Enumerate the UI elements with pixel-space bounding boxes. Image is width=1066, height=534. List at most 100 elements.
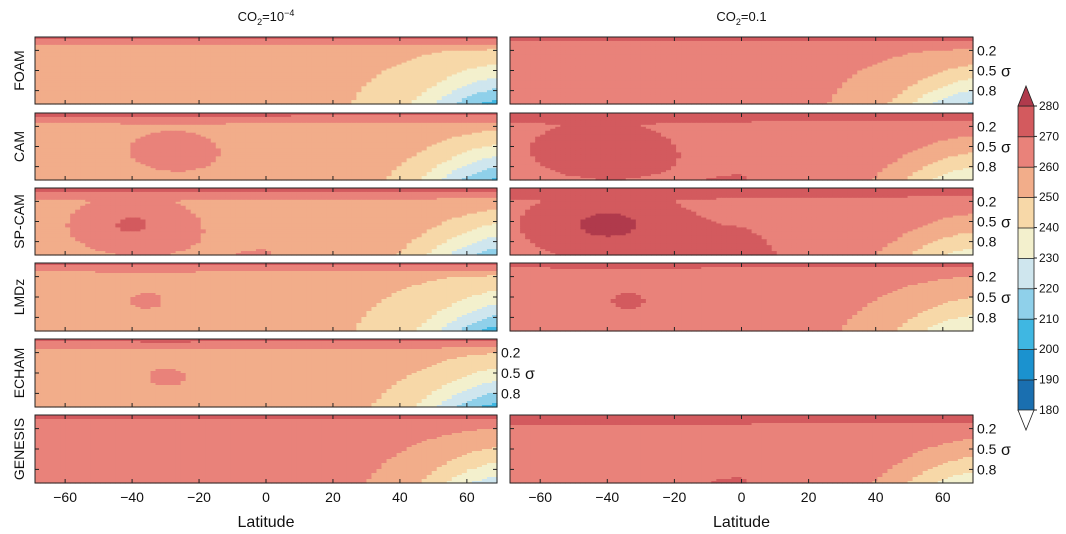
- contour-cell: [301, 68, 307, 72]
- contour-cell: [271, 56, 277, 60]
- contour-cell: [165, 80, 172, 83]
- contour-cell: [426, 76, 433, 79]
- contour-cell: [225, 58, 232, 62]
- contour-cell: [60, 40, 66, 44]
- contour-cell: [235, 54, 242, 58]
- contour-cell: [70, 58, 76, 62]
- contour-cell: [110, 64, 116, 68]
- contour-cell: [386, 46, 393, 50]
- contour-cell: [120, 68, 126, 72]
- contour-cell: [271, 80, 277, 83]
- contour-cell: [391, 40, 398, 44]
- contour-cell: [396, 68, 403, 72]
- contour-cell: [356, 74, 363, 78]
- contour-cell: [476, 60, 483, 64]
- contour-cell: [165, 52, 172, 56]
- contour-cell: [150, 72, 157, 76]
- contour-cell: [436, 62, 443, 66]
- contour-cell: [130, 44, 137, 48]
- contour-cell: [326, 72, 332, 76]
- contour-cell: [175, 46, 182, 50]
- contour-cell: [406, 58, 413, 62]
- contour-cell: [471, 37, 478, 40]
- contour-cell: [301, 60, 307, 64]
- contour-cell: [50, 78, 56, 81]
- contour-cell: [416, 60, 423, 64]
- contour-cell: [150, 42, 157, 46]
- contour-cell: [316, 76, 322, 79]
- contour-cell: [255, 48, 262, 52]
- contour-cell: [220, 82, 227, 85]
- contour-cell: [165, 54, 172, 58]
- contour-cell: [446, 46, 453, 50]
- contour-cell: [316, 78, 322, 81]
- contour-cell: [361, 82, 368, 85]
- contour-cell: [240, 70, 247, 74]
- contour-cell: [255, 84, 262, 87]
- contour-cell: [436, 80, 443, 83]
- contour-cell: [80, 82, 86, 85]
- contour-cell: [45, 68, 51, 72]
- contour-cell: [230, 64, 237, 68]
- contour-cell: [341, 68, 347, 72]
- contour-cell: [411, 76, 418, 79]
- contour-cell: [115, 38, 121, 42]
- contour-cell: [40, 37, 46, 40]
- contour-cell: [70, 44, 76, 48]
- contour-cell: [266, 78, 272, 81]
- contour-cell: [65, 64, 71, 68]
- contour-cell: [451, 40, 458, 44]
- contour-cell: [436, 70, 443, 74]
- contour-cell: [426, 42, 433, 46]
- contour-cell: [476, 46, 483, 50]
- contour-cell: [235, 60, 242, 64]
- contour-cell: [331, 42, 337, 46]
- contour-cell: [55, 82, 61, 85]
- contour-cell: [466, 82, 473, 85]
- contour-cell: [306, 68, 312, 72]
- contour-cell: [441, 54, 448, 58]
- contour-cell: [250, 78, 257, 81]
- contour-cell: [386, 52, 393, 56]
- contour-cell: [491, 40, 498, 44]
- contour-cell: [316, 52, 322, 56]
- contour-cell: [451, 56, 458, 60]
- contour-cell: [491, 62, 498, 66]
- contour-cell: [135, 82, 142, 85]
- contour-cell: [70, 52, 76, 56]
- contour-cell: [210, 64, 217, 68]
- contour-cell: [271, 44, 277, 48]
- contour-cell: [411, 50, 418, 54]
- contour-cell: [311, 48, 317, 52]
- contour-cell: [210, 37, 217, 40]
- contour-cell: [266, 46, 272, 50]
- contour-cell: [381, 37, 388, 40]
- contour-cell: [436, 66, 443, 70]
- contour-cell: [190, 64, 197, 68]
- contour-cell: [301, 38, 307, 42]
- contour-cell: [466, 40, 473, 44]
- contour-cell: [461, 54, 468, 58]
- contour-cell: [411, 72, 418, 76]
- contour-cell: [356, 40, 363, 44]
- contour-cell: [436, 64, 443, 68]
- contour-cell: [286, 42, 292, 46]
- contour-cell: [145, 62, 152, 66]
- contour-cell: [291, 66, 297, 70]
- contour-cell: [301, 52, 307, 56]
- contour-cell: [45, 40, 51, 44]
- contour-cell: [70, 37, 76, 40]
- contour-cell: [80, 68, 86, 72]
- contour-cell: [155, 80, 162, 83]
- contour-cell: [386, 50, 393, 54]
- contour-cell: [406, 76, 413, 79]
- contour-cell: [311, 52, 317, 56]
- contour-cell: [170, 72, 177, 76]
- contour-cell: [286, 64, 292, 68]
- contour-cell: [446, 82, 453, 85]
- contour-cell: [250, 48, 257, 52]
- contour-cell: [140, 62, 147, 66]
- contour-cell: [481, 72, 488, 76]
- contour-cell: [115, 37, 121, 40]
